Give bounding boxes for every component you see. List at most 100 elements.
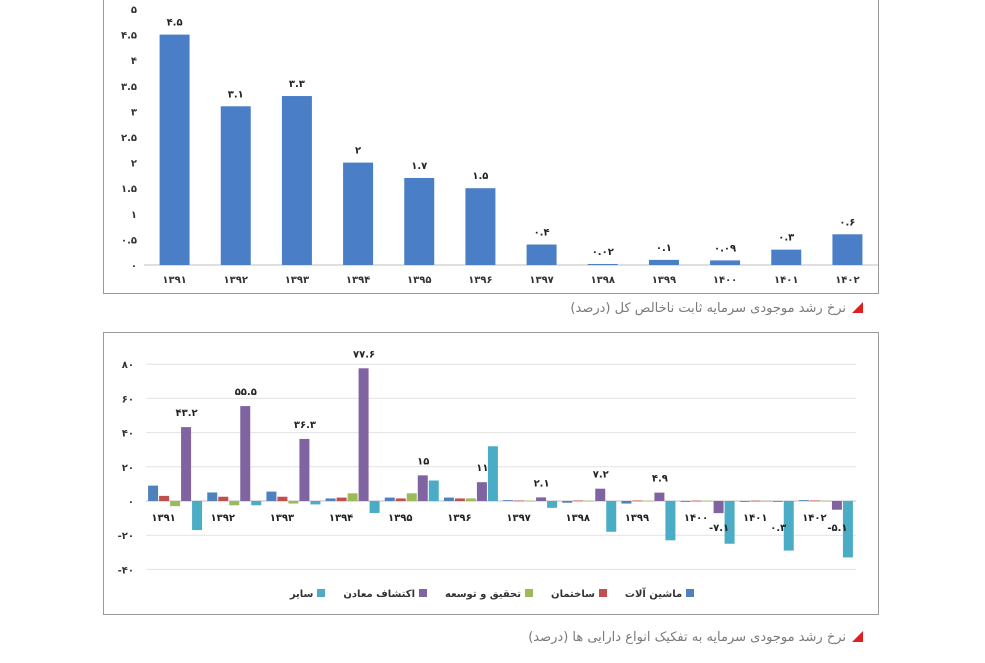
x-tick-label: ۱۳۹۵: [407, 275, 431, 286]
bar: [643, 500, 654, 502]
data-label: -۷.۱: [709, 523, 729, 534]
bar: [842, 501, 853, 558]
data-label: ۰.۳: [770, 523, 786, 534]
bar: [343, 162, 374, 265]
bar: [358, 368, 369, 501]
x-tick-label: ۱۳۹۳: [285, 275, 309, 286]
x-tick-label: ۱۳۹۸: [566, 513, 590, 524]
bar: [170, 501, 181, 507]
bar: [648, 259, 679, 265]
x-tick-label: ۱۴۰۲: [802, 513, 826, 524]
data-label: ۰.۴: [534, 228, 550, 239]
legend-item: تحقیق و توسعه: [445, 589, 534, 600]
y-tick-label: -۴۰: [118, 565, 134, 576]
bar: [207, 492, 218, 501]
x-tick-label: ۱۳۹۳: [270, 513, 294, 524]
legend-item: اکتشاف معادن: [343, 589, 428, 600]
y-tick-label: ۲۰: [122, 463, 134, 474]
legend-item: ساختمان: [551, 589, 607, 600]
data-label: ۰.۰۹: [714, 243, 736, 254]
y-tick-label: ۰.۵: [121, 235, 137, 246]
data-label: ۱۱: [476, 463, 488, 474]
bar: [281, 96, 312, 265]
y-tick-label: ۰: [128, 497, 134, 508]
bar: [536, 497, 547, 501]
bar: [526, 244, 557, 265]
y-tick-label: ۳.۵: [121, 82, 137, 93]
x-tick-label: ۱۳۹۷: [506, 513, 530, 524]
bar: [547, 501, 558, 508]
bar: [266, 491, 277, 501]
caption-marker-icon: [852, 631, 863, 642]
bar: [369, 501, 380, 513]
bar: [665, 501, 676, 541]
bar: [218, 496, 229, 501]
caption-marker-icon: [852, 302, 863, 313]
bar: [428, 480, 439, 501]
data-label: ۳۶.۳: [294, 420, 316, 431]
x-tick-label: ۱۳۹۲: [224, 275, 248, 286]
legend-label: سایر: [289, 589, 314, 600]
data-label: ۳.۳: [289, 79, 305, 90]
x-tick-label: ۱۳۹۲: [211, 513, 235, 524]
y-tick-label: ۴: [131, 56, 137, 67]
bar: [831, 501, 842, 510]
bar: [220, 106, 251, 265]
bar: [159, 495, 170, 501]
x-tick-label: ۱۳۹۵: [388, 513, 412, 524]
legend-item: ماشین آلات: [625, 589, 695, 600]
bar: [584, 500, 595, 502]
data-label: ۰.۶: [839, 217, 855, 228]
x-tick-label: ۱۴۰۲: [835, 275, 859, 286]
bar: [710, 260, 741, 265]
y-tick-label: ۸۰: [122, 360, 134, 371]
caption-asset-growth: نرخ رشد موجودی سرمایه به تفکیک انواع دار…: [528, 630, 863, 645]
legend-label: تحقیق و توسعه: [445, 589, 522, 600]
caption-text: نرخ رشد موجودی سرمایه ثابت ناخالص کل (در…: [570, 301, 846, 316]
bar: [336, 497, 347, 501]
y-tick-label: ۶۰: [122, 394, 134, 405]
x-tick-label: ۱۳۹۱: [151, 513, 175, 524]
data-label: ۲: [355, 146, 361, 157]
chart-legend: ماشین آلات ساختمان تحقیق و توسعه اکتشاف معا…: [104, 589, 880, 600]
data-label: ۳.۱: [228, 89, 244, 100]
data-label: ۲.۱: [534, 478, 550, 489]
x-tick-label: ۱۳۹۹: [625, 513, 649, 524]
bar: [654, 492, 665, 501]
data-label: ۰.۱: [656, 243, 672, 254]
legend-label: ساختمان: [551, 589, 595, 600]
bar: [772, 501, 783, 502]
caption-text: نرخ رشد موجودی سرمایه به تفکیک انواع دار…: [528, 630, 846, 645]
bar: [783, 501, 794, 551]
y-tick-label: ۰: [131, 261, 137, 272]
bar: [454, 498, 465, 501]
bar-chart-asset-growth: -۴۰ -۲۰ ۰ ۲۰ ۴۰ ۶۰ ۸۰ ۱۳۹۱ ۱۳۹۲ ۱۳۹۳ ۱۳۹۴ ۱۳۹۵ ۱۳۹۶ ۱…: [118, 349, 856, 576]
bar: [325, 498, 336, 501]
x-tick-label: ۱۳۹۱: [162, 275, 186, 286]
data-label: ۴.۹: [652, 474, 668, 485]
data-label: ۰.۳: [778, 233, 794, 244]
bar: [417, 475, 428, 501]
bar: [798, 500, 809, 501]
bar: [465, 498, 476, 501]
bar: [587, 263, 618, 265]
bar: [573, 500, 584, 502]
bar: [832, 234, 863, 265]
bar: [251, 501, 262, 506]
data-label: ۱.۵: [472, 171, 488, 182]
legend-swatch: [317, 589, 326, 597]
y-tick-label: ۳: [131, 107, 137, 118]
bar: [476, 482, 487, 501]
bar: [229, 501, 240, 506]
bar: [820, 500, 831, 502]
data-label: ۷۷.۶: [353, 349, 375, 360]
bar: [621, 501, 632, 504]
x-tick-label: ۱۳۹۴: [329, 513, 353, 524]
x-tick-label: ۱۳۹۴: [346, 275, 370, 286]
bar: [702, 500, 713, 502]
data-label: ۷.۲: [593, 470, 609, 481]
x-tick-label: ۱۳۹۸: [591, 275, 615, 286]
y-tick-label: ۱.۵: [121, 184, 137, 195]
bar: [724, 501, 735, 544]
bar: [595, 488, 606, 501]
